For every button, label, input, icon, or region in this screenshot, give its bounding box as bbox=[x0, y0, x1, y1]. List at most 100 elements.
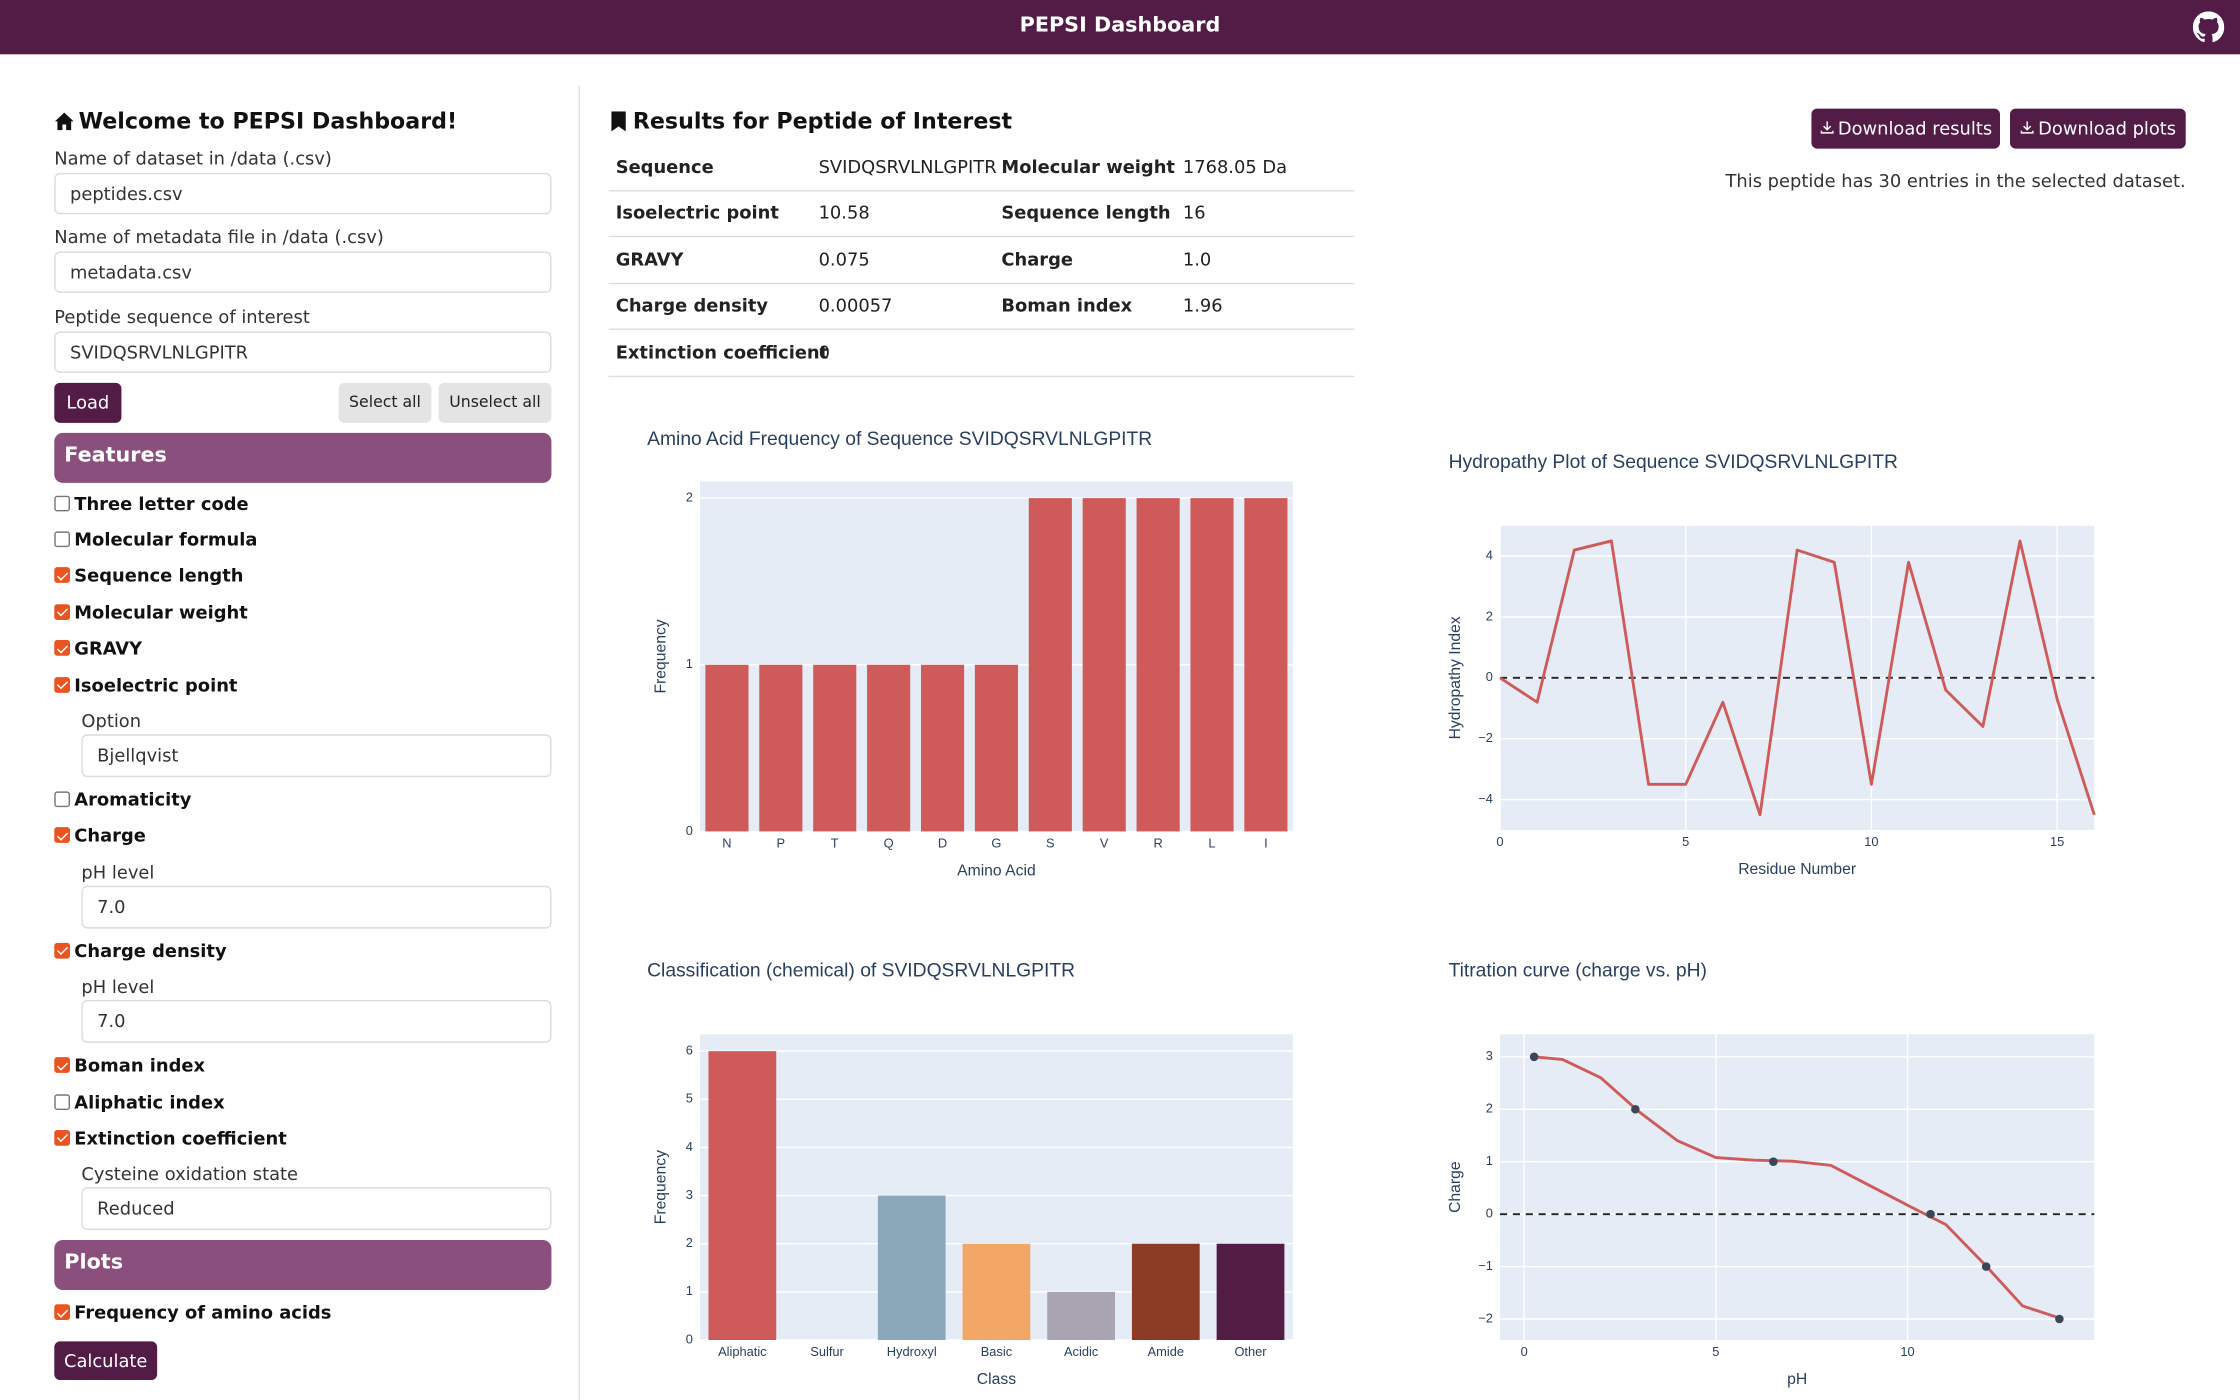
x-tick-label: D bbox=[938, 836, 947, 851]
text-input[interactable]: SVIDQSRVLNLGPITR bbox=[54, 330, 552, 373]
table-label: Isoelectric point bbox=[615, 201, 779, 224]
x-tick-label: 10 bbox=[1864, 834, 1878, 849]
y-tick-label: 3 bbox=[686, 1187, 693, 1202]
marker bbox=[1981, 1262, 1991, 1271]
field-label: Name of dataset in /data (.csv) bbox=[54, 147, 332, 169]
checkbox[interactable] bbox=[54, 567, 70, 584]
marker bbox=[2055, 1314, 2064, 1324]
checkbox[interactable] bbox=[54, 494, 70, 511]
text-input[interactable]: metadata.csv bbox=[54, 251, 552, 294]
x-tick-label: 0 bbox=[1521, 1344, 1528, 1359]
checkbox-label[interactable]: Aliphatic index bbox=[74, 1090, 225, 1113]
y-tick-label: 0 bbox=[1486, 1206, 1493, 1221]
select-all-button[interactable]: Select all bbox=[338, 382, 432, 423]
bar bbox=[1244, 498, 1288, 832]
marker bbox=[1769, 1157, 1778, 1166]
x-tick-label: Amide bbox=[1148, 1344, 1184, 1359]
marker bbox=[1631, 1104, 1640, 1114]
table-label: Sequence bbox=[615, 155, 714, 178]
download-button[interactable]: Download results bbox=[1811, 108, 2000, 149]
option-label: pH level bbox=[81, 975, 155, 998]
x-tick-label: 5 bbox=[1682, 834, 1689, 849]
checkbox[interactable] bbox=[54, 640, 70, 656]
marker bbox=[1529, 1052, 1539, 1062]
checkbox-label[interactable]: Charge bbox=[74, 824, 146, 847]
checkbox-label[interactable]: GRAVY bbox=[74, 637, 143, 659]
line bbox=[1499, 539, 2096, 817]
y-axis-label: Frequency bbox=[653, 619, 670, 693]
checkbox[interactable] bbox=[54, 603, 70, 620]
results-title: Results for Peptide of Interest bbox=[632, 108, 1013, 135]
checkbox-label[interactable]: Charge density bbox=[74, 939, 227, 961]
x-tick-label: Aliphatic bbox=[718, 1344, 767, 1359]
checkbox[interactable] bbox=[54, 1304, 70, 1321]
option-input[interactable]: Reduced bbox=[81, 1187, 552, 1231]
bar bbox=[1216, 1243, 1285, 1340]
option-input[interactable]: Bjellqvist bbox=[81, 734, 552, 777]
bar bbox=[1136, 498, 1180, 832]
bar bbox=[705, 664, 749, 832]
checkbox-label[interactable]: Molecular formula bbox=[74, 528, 258, 550]
y-axis-label: Charge bbox=[1447, 1161, 1464, 1213]
x-tick-label: P bbox=[777, 836, 786, 851]
y-tick-label: 4 bbox=[686, 1139, 693, 1154]
github-icon[interactable] bbox=[2192, 11, 2225, 43]
y-axis-label: Frequency bbox=[653, 1150, 670, 1224]
checkbox[interactable] bbox=[54, 676, 70, 693]
option-input[interactable]: 7.0 bbox=[81, 885, 552, 929]
load-button[interactable]: Load bbox=[54, 382, 122, 423]
y-tick-label: −2 bbox=[1478, 730, 1493, 745]
section-header: Features bbox=[54, 432, 552, 483]
x-tick-label: Hydroxyl bbox=[887, 1344, 937, 1359]
checkbox[interactable] bbox=[54, 827, 70, 844]
table-label: Boman index bbox=[1001, 294, 1133, 316]
button-text: Download results bbox=[1837, 117, 1993, 139]
y-tick-label: 6 bbox=[686, 1043, 693, 1058]
checkbox-label[interactable]: Aromaticity bbox=[74, 788, 192, 810]
checkbox[interactable] bbox=[54, 531, 70, 547]
x-tick-label: T bbox=[831, 836, 839, 851]
x-tick-label: I bbox=[1264, 836, 1268, 851]
checkbox-label[interactable]: Sequence length bbox=[74, 564, 244, 587]
checkbox-label[interactable]: Three letter code bbox=[74, 492, 249, 514]
checkbox[interactable] bbox=[54, 1093, 70, 1110]
x-axis-label: pH bbox=[1787, 1371, 1807, 1388]
row-border bbox=[608, 189, 1355, 192]
checkbox[interactable] bbox=[54, 1057, 70, 1073]
y-tick-label: 0 bbox=[1486, 669, 1493, 684]
chart-title: Amino Acid Frequency of Sequence SVIDQSR… bbox=[647, 429, 1152, 450]
table-value: 0.075 bbox=[818, 248, 870, 270]
table-value: 1768.05 Da bbox=[1182, 155, 1288, 178]
home-icon bbox=[54, 112, 74, 131]
chart-title: Hydropathy Plot of Sequence SVIDQSRVLNLG… bbox=[1449, 452, 1898, 473]
x-tick-label: V bbox=[1100, 836, 1109, 851]
checkbox[interactable] bbox=[54, 1129, 70, 1146]
x-tick-label: S bbox=[1046, 836, 1055, 851]
x-tick-label: Acidic bbox=[1064, 1344, 1099, 1359]
y-tick-label: 2 bbox=[686, 1235, 693, 1250]
checkbox[interactable] bbox=[54, 791, 70, 807]
checkbox-label[interactable]: Extinction coefficient bbox=[74, 1126, 287, 1149]
top-bar: PEPSI Dashboard bbox=[0, 0, 2240, 55]
checkbox-label[interactable]: Molecular weight bbox=[74, 600, 248, 623]
unselect-all-button[interactable]: Unselect all bbox=[438, 382, 552, 423]
marker bbox=[1926, 1209, 1935, 1219]
option-input[interactable]: 7.0 bbox=[81, 1000, 552, 1043]
x-tick-label: G bbox=[991, 836, 1001, 851]
checkbox-label[interactable]: Boman index bbox=[74, 1054, 205, 1076]
checkbox[interactable] bbox=[54, 942, 70, 959]
x-tick-label: 15 bbox=[2050, 834, 2064, 849]
option-label: Option bbox=[81, 709, 142, 732]
chart-title: Classification (chemical) of SVIDQSRVLNL… bbox=[647, 961, 1075, 982]
bar bbox=[759, 664, 803, 832]
checkbox-label[interactable]: Isoelectric point bbox=[74, 673, 238, 695]
download-button[interactable]: Download plots bbox=[2009, 108, 2186, 149]
y-tick-label: 1 bbox=[1486, 1153, 1493, 1168]
y-tick-label: 0 bbox=[686, 823, 693, 838]
x-tick-label: N bbox=[722, 836, 731, 851]
calculate-button[interactable]: Calculate bbox=[54, 1340, 158, 1380]
checkbox-label[interactable]: Frequency of amino acids bbox=[74, 1301, 332, 1324]
text-input[interactable]: peptides.csv bbox=[54, 172, 552, 215]
option-label: Cysteine oxidation state bbox=[81, 1163, 299, 1185]
